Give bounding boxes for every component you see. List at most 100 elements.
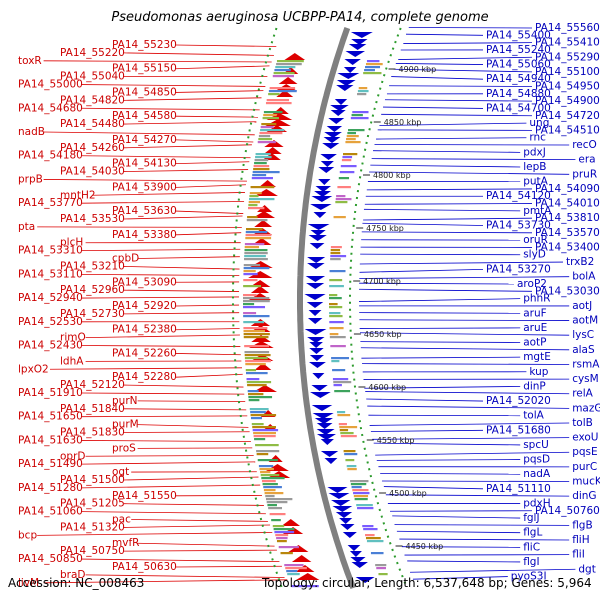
left-gene-label: pta [18, 221, 35, 233]
right-leader-line [407, 560, 521, 563]
feature-block [271, 519, 281, 522]
reverse-gene-arrow [307, 337, 325, 343]
feature-block [365, 66, 381, 69]
right-gene-label: kup [529, 366, 548, 378]
feature-block [329, 333, 339, 336]
right-leader-line [383, 486, 484, 490]
left-gene-label: PA14_52380 [112, 324, 177, 336]
left-gene-label: PA14_54030 [60, 166, 125, 178]
right-leader-line [361, 231, 533, 234]
feature-block [251, 177, 273, 180]
left-gene-label: lpxO2 [18, 363, 49, 375]
reverse-gene-arrow [309, 342, 323, 348]
feature-block [246, 372, 268, 375]
right-gene-label: exoU [572, 432, 598, 444]
left-gene-label: PA14_52730 [60, 308, 125, 320]
kbp-tick-label: 4750 kbp [366, 224, 404, 233]
feature-block [248, 396, 273, 399]
reverse-gene-arrow [306, 283, 325, 289]
right-gene-label: PA14_53730 [486, 219, 551, 231]
left-gene-label: PA14_52280 [112, 371, 177, 383]
left-leader-line [175, 353, 241, 356]
left-gene-label: PA14_51630 [18, 434, 83, 446]
forward-gene-arrow [259, 180, 277, 187]
reverse-gene-arrow [351, 562, 368, 568]
feature-block [330, 258, 341, 261]
feature-block [375, 564, 387, 567]
feature-block [263, 489, 276, 492]
left-leader-line [131, 519, 268, 522]
forward-gene-arrow [254, 363, 272, 370]
feature-block [274, 69, 291, 72]
right-leader-line [393, 68, 533, 73]
reverse-gene-arrow [342, 532, 357, 538]
left-gene-label: PA14_51550 [112, 490, 177, 502]
right-gene-label: spcU [523, 439, 549, 451]
left-leader-line [123, 476, 259, 481]
left-leader-line [175, 304, 240, 307]
left-leader-line [175, 184, 246, 188]
right-leader-line [358, 298, 521, 302]
right-gene-label: PA14_54510 [535, 124, 600, 136]
right-gene-label: PA14_53570 [535, 227, 600, 239]
left-leader-line [43, 131, 255, 136]
right-gene-labels: PA14_55560PA14_55400PA14_55410PA14_55240… [486, 22, 600, 583]
right-leader-line [396, 530, 521, 534]
feature-block [332, 378, 349, 381]
feature-block [269, 87, 296, 90]
feature-block [243, 306, 266, 309]
forward-gene-arrow [251, 335, 271, 342]
feature-block [247, 390, 259, 393]
right-gene-label: oruR [523, 234, 548, 246]
feature-block [286, 570, 298, 573]
left-gene-label: oprD [60, 450, 86, 462]
left-gene-label: mntH2 [60, 189, 96, 201]
feature-block [257, 141, 276, 144]
left-gene-label: plcH [60, 237, 83, 249]
feature-block [243, 270, 256, 273]
left-gene-label: PA14_54180 [18, 150, 83, 162]
left-leader-line [81, 345, 241, 347]
feature-block [252, 171, 280, 174]
right-leader-line [359, 282, 515, 285]
feature-block [243, 279, 258, 282]
left-leader-line [37, 532, 273, 536]
feature-block [339, 171, 355, 174]
feature-block [291, 585, 319, 588]
reverse-gene-arrow [313, 212, 327, 218]
left-leader-lines [37, 44, 288, 584]
forward-gene-arrow [253, 385, 278, 392]
forward-gene-arrow [281, 519, 301, 526]
feature-block [260, 126, 274, 129]
left-gene-label: PA14_52530 [18, 316, 83, 328]
feature-block [244, 255, 266, 258]
reverse-gene-arrow [304, 329, 327, 335]
right-leader-line [394, 524, 570, 526]
reverse-gene-arrow [336, 85, 354, 91]
left-gene-label: purN [112, 395, 138, 407]
right-gene-label: PA14_54940 [486, 73, 551, 85]
feature-block [245, 231, 268, 234]
feature-block [329, 306, 343, 309]
left-gene-label: braD [60, 569, 86, 581]
kbp-tick-label: 4500 kbp [389, 489, 427, 498]
left-leader-line [175, 232, 242, 236]
feature-block [243, 285, 262, 288]
left-leader-line [123, 52, 274, 56]
reverse-gene-arrow [351, 39, 368, 45]
forward-gene-arrow [254, 189, 278, 196]
reverse-gene-arrow [315, 186, 331, 192]
feature-block [351, 114, 363, 117]
right-leader-line [377, 129, 533, 131]
right-gene-label: aroP2 [517, 278, 547, 290]
reverse-gene-arrow [340, 524, 355, 530]
feature-block [248, 207, 265, 210]
reverse-gene-arrow [330, 110, 346, 116]
forward-gene-arrow [276, 90, 294, 97]
feature-block [343, 450, 356, 453]
right-gene-label: PA14_54090 [535, 183, 600, 195]
left-gene-label: bcp [18, 529, 37, 541]
feature-block [245, 234, 272, 237]
right-gene-label: PA14_53810 [535, 212, 600, 224]
left-leader-line [43, 179, 247, 182]
